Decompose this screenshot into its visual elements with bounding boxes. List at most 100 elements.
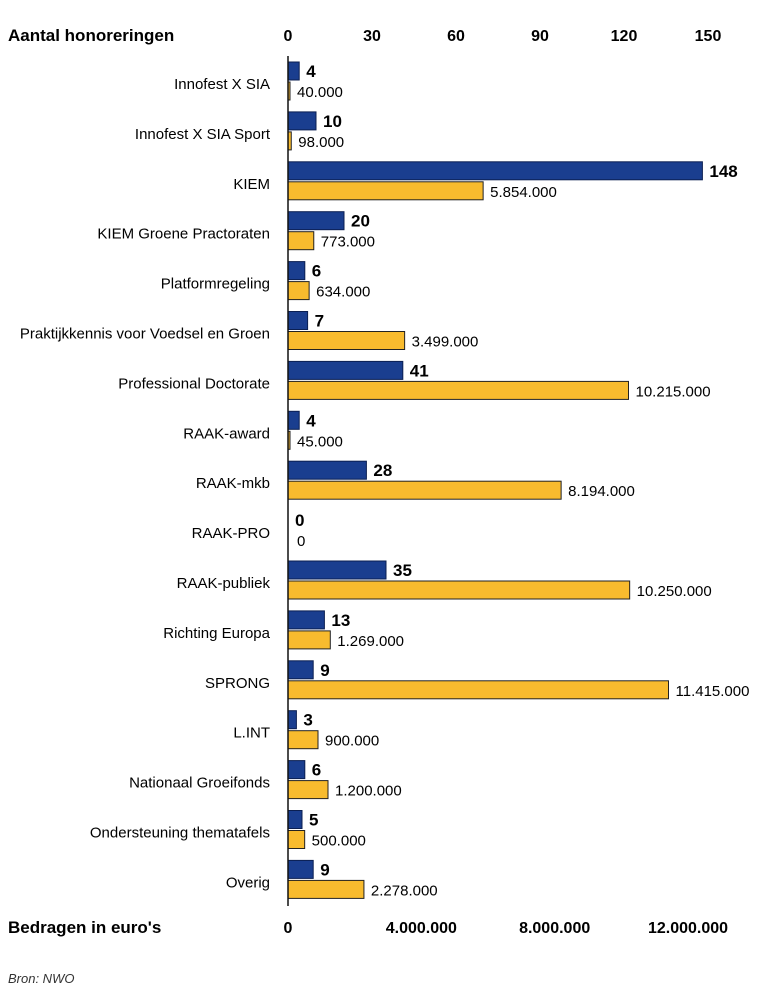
bottom-tick-label: 0 bbox=[284, 920, 293, 937]
top-tick-label: 30 bbox=[363, 28, 381, 45]
category-label: Ondersteuning thematafels bbox=[90, 825, 270, 842]
amount-value-label: 45.000 bbox=[297, 433, 343, 450]
amount-value-label: 98.000 bbox=[298, 134, 344, 151]
amount-bar bbox=[287, 380, 629, 400]
amount-bar bbox=[287, 730, 319, 750]
category-label: Richting Europa bbox=[163, 625, 270, 642]
amount-bar bbox=[287, 780, 329, 800]
amount-bar bbox=[287, 281, 310, 301]
count-bar bbox=[287, 161, 703, 181]
count-value-label: 148 bbox=[709, 162, 737, 181]
amount-bar bbox=[287, 480, 562, 500]
bottom-axis-title: Bedragen in euro's bbox=[8, 918, 161, 937]
category-row: RAAK-PRO 0 0 bbox=[192, 511, 306, 550]
count-bar bbox=[287, 460, 367, 480]
top-tick-label: 120 bbox=[611, 28, 638, 45]
category-row: Overig 9 2.278.000 bbox=[226, 859, 438, 899]
count-value-label: 20 bbox=[351, 212, 370, 231]
count-value-label: 13 bbox=[331, 611, 350, 630]
category-label: Innofest X SIA bbox=[174, 76, 270, 93]
amount-value-label: 0 bbox=[297, 533, 305, 550]
count-value-label: 9 bbox=[320, 661, 329, 680]
amount-value-label: 773.000 bbox=[321, 234, 375, 251]
bars-group: Innofest X SIA 4 40.000 Innofest X SIA Spor… bbox=[20, 61, 749, 899]
category-label: Platformregeling bbox=[161, 276, 270, 293]
category-label: KIEM Groene Practoraten bbox=[97, 226, 270, 243]
count-value-label: 28 bbox=[373, 461, 392, 480]
amount-value-label: 2.278.000 bbox=[371, 882, 438, 899]
bottom-tick-label: 8.000.000 bbox=[519, 920, 590, 937]
count-bar bbox=[287, 859, 314, 879]
top-tick-label: 0 bbox=[284, 28, 293, 45]
category-label: RAAK-mkb bbox=[196, 475, 270, 492]
amount-bar bbox=[287, 830, 306, 849]
count-value-label: 9 bbox=[320, 860, 329, 879]
category-row: Platformregeling 6 634.000 bbox=[161, 261, 370, 301]
category-row: Professional Doctorate 41 10.215.000 bbox=[118, 360, 711, 400]
category-row: Richting Europa 13 1.269.000 bbox=[163, 610, 404, 650]
category-label: Innofest X SIA Sport bbox=[135, 126, 271, 143]
count-value-label: 5 bbox=[309, 811, 318, 830]
category-row: Innofest X SIA Sport 10 98.000 bbox=[135, 111, 344, 151]
top-tick-label: 150 bbox=[695, 28, 722, 45]
category-label: L.INT bbox=[233, 725, 270, 742]
category-label: RAAK-publiek bbox=[177, 575, 271, 592]
category-label: SPRONG bbox=[205, 675, 270, 692]
top-tick-label: 90 bbox=[531, 28, 549, 45]
amount-value-label: 40.000 bbox=[297, 84, 343, 101]
count-bar bbox=[287, 61, 300, 81]
category-label: Praktijkkennis voor Voedsel en Groen bbox=[20, 326, 270, 343]
count-bar bbox=[287, 410, 300, 430]
amount-value-label: 634.000 bbox=[316, 284, 370, 301]
count-bar bbox=[287, 111, 317, 131]
amount-bar bbox=[287, 331, 406, 350]
amount-value-label: 1.269.000 bbox=[337, 633, 404, 650]
category-row: RAAK-mkb 28 8.194.000 bbox=[196, 460, 635, 500]
amount-value-label: 8.194.000 bbox=[568, 483, 635, 500]
count-bar bbox=[287, 360, 404, 380]
category-row: SPRONG 9 11.415.000 bbox=[205, 660, 749, 700]
amount-bar bbox=[287, 630, 331, 650]
source-note: Bron: NWO bbox=[8, 971, 74, 986]
amount-bar bbox=[287, 680, 669, 700]
category-row: Praktijkkennis voor Voedsel en Groen 7 3.4… bbox=[20, 311, 478, 351]
top-axis-title: Aantal honoreringen bbox=[8, 26, 174, 45]
category-row: Ondersteuning thematafels 5 500.000 bbox=[90, 810, 366, 850]
amount-value-label: 1.200.000 bbox=[335, 783, 402, 800]
count-value-label: 10 bbox=[323, 112, 342, 131]
amount-bar bbox=[287, 231, 315, 251]
count-value-label: 0 bbox=[295, 511, 304, 530]
count-bar bbox=[287, 610, 325, 630]
amount-value-label: 5.854.000 bbox=[490, 184, 557, 201]
category-row: KIEM Groene Practoraten 20 773.000 bbox=[97, 211, 375, 251]
count-value-label: 41 bbox=[410, 361, 429, 380]
bottom-tick-label: 12.000.000 bbox=[648, 920, 728, 937]
count-bar bbox=[287, 560, 387, 580]
category-label: RAAK-award bbox=[183, 425, 270, 442]
category-row: RAAK-award 4 45.000 bbox=[183, 410, 343, 450]
count-value-label: 35 bbox=[393, 561, 412, 580]
bottom-tick-label: 4.000.000 bbox=[386, 920, 457, 937]
category-row: RAAK-publiek 35 10.250.000 bbox=[177, 560, 712, 600]
count-bar bbox=[287, 710, 297, 730]
top-axis-ticks: 0 30 60 90 120 150 bbox=[284, 28, 722, 45]
count-value-label: 3 bbox=[303, 711, 312, 730]
count-bar bbox=[287, 810, 303, 829]
category-row: KIEM 148 5.854.000 bbox=[233, 161, 738, 201]
top-tick-label: 60 bbox=[447, 28, 465, 45]
count-bar bbox=[287, 211, 345, 231]
category-label: Professional Doctorate bbox=[118, 375, 270, 392]
amount-value-label: 10.250.000 bbox=[637, 583, 712, 600]
category-label: Nationaal Groeifonds bbox=[129, 775, 270, 792]
amount-value-label: 900.000 bbox=[325, 733, 379, 750]
amount-bar bbox=[287, 181, 484, 201]
category-row: L.INT 3 900.000 bbox=[233, 710, 379, 750]
amount-bar bbox=[287, 580, 631, 600]
category-label: RAAK-PRO bbox=[192, 525, 270, 542]
category-row: Nationaal Groeifonds 6 1.200.000 bbox=[129, 760, 402, 800]
amount-bar bbox=[287, 879, 365, 899]
count-bar bbox=[287, 660, 314, 680]
count-bar bbox=[287, 311, 309, 330]
count-value-label: 7 bbox=[315, 312, 324, 331]
